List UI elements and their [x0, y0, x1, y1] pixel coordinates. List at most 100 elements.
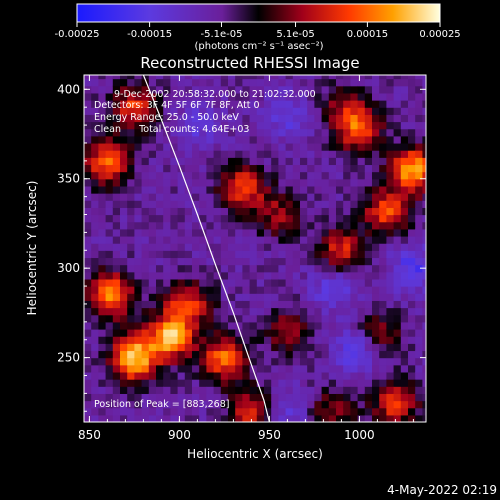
heatmap-cell — [228, 243, 236, 251]
heatmap-cell — [256, 121, 265, 130]
heatmap-cell — [307, 379, 315, 387]
heatmap-cell — [415, 214, 423, 223]
heatmap-cell — [177, 185, 186, 194]
heatmap-cell — [98, 75, 107, 80]
heatmap-cell — [148, 371, 157, 380]
heatmap-cell — [235, 364, 243, 373]
heatmap-cell — [206, 75, 215, 80]
heatmap-cell — [328, 193, 337, 201]
heatmap-cell — [386, 85, 395, 94]
heatmap-cell — [400, 193, 409, 201]
heatmap-cell — [285, 357, 294, 366]
heatmap-cell — [256, 257, 265, 266]
heatmap-cell — [105, 264, 114, 273]
heatmap-cell — [105, 257, 114, 266]
heatmap-cell — [350, 393, 359, 402]
heatmap-cell — [170, 407, 179, 416]
heatmap-cell — [350, 307, 359, 316]
heatmap-cell — [285, 343, 294, 352]
heatmap-cell — [105, 135, 114, 144]
heatmap-cell — [393, 214, 402, 223]
heatmap-cell — [192, 379, 200, 387]
heatmap-cell — [112, 286, 121, 294]
heatmap-cell — [292, 314, 301, 323]
heatmap-cell — [192, 336, 200, 344]
heatmap-cell — [278, 414, 287, 422]
heatmap-cell — [120, 350, 128, 359]
heatmap-cell — [379, 100, 387, 108]
heatmap-cell — [256, 393, 265, 402]
heatmap-cell — [148, 121, 157, 130]
heatmap-cell — [199, 414, 207, 422]
heatmap-cell — [112, 257, 121, 266]
heatmap-cell — [278, 193, 287, 201]
heatmap-cell — [192, 135, 200, 144]
heatmap-cell — [314, 78, 323, 87]
heatmap-cell — [112, 75, 121, 80]
heatmap-cell — [148, 407, 157, 416]
heatmap-cell — [386, 393, 395, 402]
heatmap-cell — [192, 357, 200, 366]
heatmap-cell — [235, 321, 243, 330]
heatmap-cell — [350, 75, 359, 80]
heatmap-cell — [393, 150, 402, 158]
heatmap-cell — [220, 414, 229, 422]
heatmap-cell — [199, 307, 207, 316]
heatmap-cell — [112, 271, 121, 280]
heatmap-cell — [206, 371, 215, 380]
heatmap-cell — [321, 300, 330, 309]
heatmap-cell — [357, 193, 366, 201]
heatmap-cell — [156, 75, 164, 80]
heatmap-cell — [163, 193, 171, 201]
heatmap-cell — [206, 271, 215, 280]
heatmap-cell — [199, 257, 207, 266]
heatmap-cell — [148, 228, 157, 237]
heatmap-cell — [408, 300, 416, 309]
heatmap-cell — [206, 400, 215, 409]
heatmap-cell — [364, 271, 373, 280]
heatmap-cell — [278, 157, 287, 166]
heatmap-cell — [379, 271, 387, 280]
heatmap-cell — [91, 142, 99, 151]
heatmap-cell — [415, 121, 423, 130]
heatmap-cell — [314, 193, 323, 201]
heatmap-cell — [292, 350, 301, 359]
heatmap-cell — [278, 386, 287, 394]
heatmap-cell — [271, 400, 279, 409]
heatmap-cell — [264, 293, 272, 301]
heatmap-cell — [350, 78, 359, 87]
heatmap-cell — [271, 407, 279, 416]
heatmap-cell — [422, 414, 426, 422]
heatmap-cell — [350, 157, 359, 166]
heatmap-cell — [422, 107, 426, 115]
heatmap-cell — [278, 350, 287, 359]
heatmap-cell — [235, 371, 243, 380]
heatmap-cell — [177, 364, 186, 373]
heatmap-cell — [84, 207, 92, 216]
heatmap-cell — [292, 121, 301, 130]
heatmap-cell — [98, 321, 107, 330]
heatmap-cell — [134, 257, 143, 266]
heatmap-cell — [408, 142, 416, 151]
x-axis-ticks: 850 900 950 1000 — [78, 75, 414, 442]
heatmap-cell — [184, 407, 193, 416]
heatmap-cell — [206, 357, 215, 366]
heatmap-cell — [163, 364, 171, 373]
heatmap-cell — [379, 92, 387, 101]
heatmap-cell — [400, 314, 409, 323]
heatmap-cell — [364, 243, 373, 251]
heatmap-cell — [408, 228, 416, 237]
heatmap-cell — [120, 271, 128, 280]
heatmap-cell — [184, 243, 193, 251]
heatmap-cell — [134, 307, 143, 316]
heatmap-cell — [199, 114, 207, 123]
heatmap-cell — [235, 386, 243, 394]
heatmap-cell — [213, 343, 222, 352]
heatmap-cell — [235, 250, 243, 259]
heatmap-cell — [343, 100, 351, 108]
heatmap-cell — [292, 164, 301, 173]
heatmap-cell — [249, 243, 258, 251]
heatmap-cell — [321, 75, 330, 80]
heatmap-cell — [271, 135, 279, 144]
heatmap-cell — [285, 321, 294, 330]
